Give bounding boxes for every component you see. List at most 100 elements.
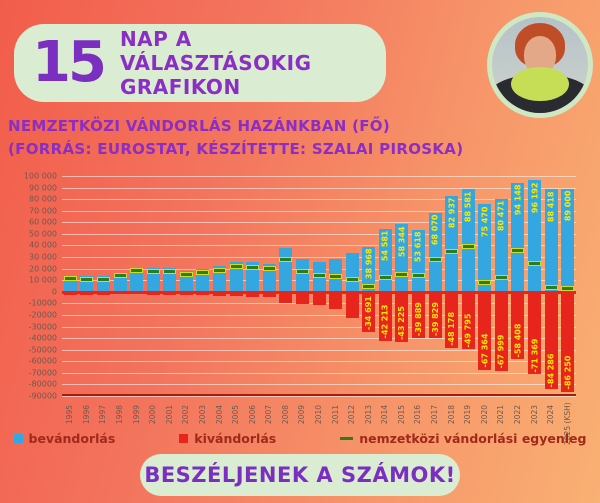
bar-value-label: -71 369 xyxy=(530,338,540,373)
gridline xyxy=(62,199,576,201)
y-axis-tick-label: -10000 xyxy=(28,298,57,308)
balance-marker xyxy=(378,274,392,280)
bar-value-label: -39 889 xyxy=(413,302,423,336)
bar-kivandorlas: -39 889 xyxy=(411,291,425,338)
balance-marker xyxy=(478,279,492,285)
blue-square-icon xyxy=(13,434,23,443)
bar-value-label: 54 581 xyxy=(380,230,390,262)
bar-bevandorlas: 75 470 xyxy=(478,204,492,292)
balance-marker xyxy=(163,268,177,274)
y-axis-tick-label: 0 xyxy=(51,287,57,297)
balance-marker xyxy=(395,271,409,277)
cta-button[interactable]: BESZÉLJENEK A SZÁMOK! xyxy=(140,454,460,496)
bar-bevandorlas: 54 581 xyxy=(378,228,392,292)
balance-marker xyxy=(63,276,77,282)
countdown-number: 15 xyxy=(32,30,107,95)
bar-bevandorlas: 88 418 xyxy=(544,189,558,292)
legend-item-kivandorlas: kivándorlás xyxy=(179,431,276,446)
bar-bevandorlas: 96 192 xyxy=(528,180,542,292)
gridline xyxy=(62,222,576,224)
bar-value-label: -67 999 xyxy=(496,334,506,369)
y-axis-tick-label: -90000 xyxy=(28,391,57,401)
green-dash-icon xyxy=(340,437,354,440)
chart-plot: 100 000 90 000 80 000 70 000 60 000 50 000 40 … xyxy=(24,172,576,445)
bar-kivandorlas xyxy=(213,291,227,297)
gridline xyxy=(62,233,576,235)
y-axis-tick-label: 90 000 xyxy=(29,183,57,193)
bar-value-label: 38 968 xyxy=(364,248,374,280)
y-axis-tick-label: 60 000 xyxy=(29,217,57,227)
bar-bevandorlas: 82 937 xyxy=(445,195,459,292)
balance-marker xyxy=(262,266,276,272)
red-square-icon xyxy=(179,434,189,443)
subtitle-line2: (FORRÁS: EUROSTAT, KÉSZÍTETTE: SZALAI PI… xyxy=(8,139,464,158)
bar-kivandorlas xyxy=(345,291,359,319)
bar-kivandorlas: -39 829 xyxy=(428,291,442,338)
y-axis-tick-label: 80 000 xyxy=(29,194,57,204)
bar-kivandorlas: -49 795 xyxy=(461,291,475,350)
bar-value-label: 94 148 xyxy=(513,184,523,216)
balance-marker xyxy=(213,267,227,273)
bar-bevandorlas: 89 000 xyxy=(561,188,575,292)
y-axis-tick-label: -40000 xyxy=(28,333,57,343)
header-title-line1: NAP A VÁLASZTÁSOKIG xyxy=(119,27,312,75)
bar-kivandorlas xyxy=(229,291,243,297)
bar-bevandorlas xyxy=(163,268,177,292)
balance-marker xyxy=(528,260,542,266)
chart-legend: bevándorlás kivándorlás nemzetközi vándo… xyxy=(0,431,600,446)
y-axis-tick-label: 100 000 xyxy=(23,171,57,181)
bar-kivandorlas: -42 213 xyxy=(378,291,392,341)
bar-kivandorlas xyxy=(312,291,326,305)
bar-value-label: -86 250 xyxy=(563,355,573,390)
gridline xyxy=(62,326,576,328)
bar-kivandorlas: -86 250 xyxy=(561,291,575,392)
bar-value-label: 82 937 xyxy=(447,197,457,229)
bar-kivandorlas: -48 178 xyxy=(445,291,459,348)
y-axis-tick-label: -60000 xyxy=(28,356,57,366)
profile-photo-image xyxy=(492,17,588,113)
header-pill: 15 NAP A VÁLASZTÁSOKIG GRAFIKON xyxy=(14,24,386,102)
zero-axis-line xyxy=(62,290,576,294)
balance-marker xyxy=(494,274,508,280)
gridline xyxy=(62,314,576,316)
bar-bevandorlas: 58 344 xyxy=(395,224,409,292)
bar-bevandorlas xyxy=(279,248,293,292)
balance-marker xyxy=(146,268,160,274)
balance-marker xyxy=(196,270,210,276)
balance-marker xyxy=(130,268,144,274)
bar-value-label: 88 418 xyxy=(546,191,556,223)
balance-marker xyxy=(113,273,127,279)
bar-bevandorlas: 94 148 xyxy=(511,182,525,292)
bar-bevandorlas xyxy=(130,268,144,292)
balance-marker xyxy=(229,263,243,269)
bar-value-label: 96 192 xyxy=(530,182,540,214)
bar-bevandorlas: 88 581 xyxy=(461,189,475,292)
gridline xyxy=(62,176,576,177)
chart-subtitle: NEMZETKÖZI VÁNDORLÁS HAZÁNKBAN (FŐ) (FOR… xyxy=(8,115,463,160)
bar-kivandorlas: -58 408 xyxy=(511,291,525,360)
y-axis-tick-label: -70000 xyxy=(28,368,57,378)
balance-marker xyxy=(461,244,475,250)
bar-bevandorlas: 38 968 xyxy=(362,246,376,292)
y-axis-tick-label: 30 000 xyxy=(29,252,57,262)
bar-bevandorlas xyxy=(229,262,243,292)
bar-bevandorlas xyxy=(146,268,160,292)
bar-bevandorlas: 80 471 xyxy=(494,198,508,292)
balance-marker xyxy=(445,249,459,255)
bar-kivandorlas: -84 286 xyxy=(544,291,558,390)
bar-value-label: -43 225 xyxy=(397,305,407,340)
y-axis-tick-label: 50 000 xyxy=(29,229,57,239)
bar-value-label: -67 364 xyxy=(480,333,490,368)
balance-marker xyxy=(561,286,575,292)
bar-value-label: -84 286 xyxy=(546,353,556,388)
bar-value-label: -49 795 xyxy=(463,313,473,348)
balance-marker xyxy=(295,269,309,275)
balance-marker xyxy=(179,271,193,277)
gridline xyxy=(62,372,576,374)
gridline xyxy=(62,210,576,212)
legend-item-bevandorlas: bevándorlás xyxy=(13,431,115,446)
bar-bevandorlas: 68 070 xyxy=(428,212,442,292)
bar-kivandorlas xyxy=(279,291,293,303)
y-axis-tick-label: 70 000 xyxy=(29,206,57,216)
bar-value-label: -39 829 xyxy=(430,301,440,336)
